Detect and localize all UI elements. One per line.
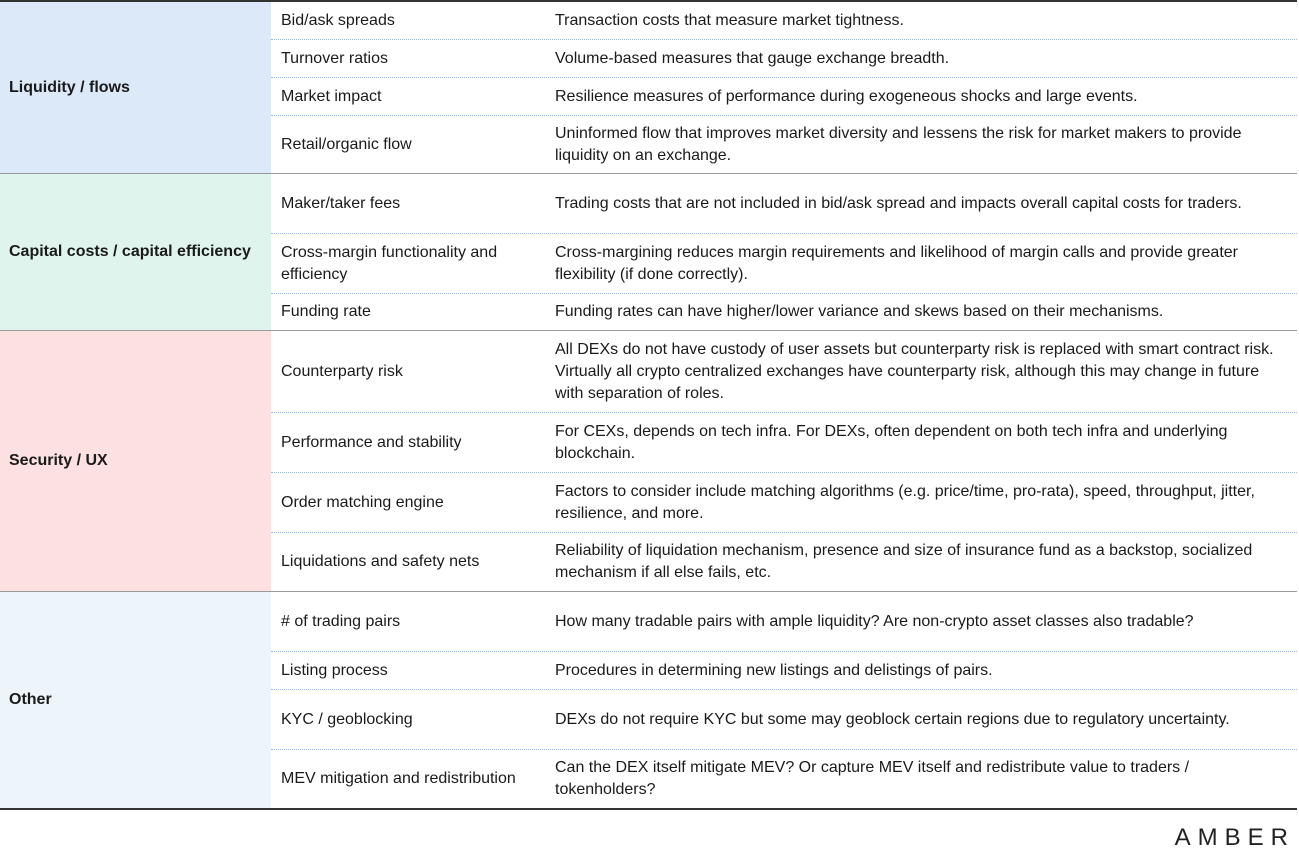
description-cell: Reliability of liquidation mechanism, pr… <box>555 542 1253 581</box>
table-row: Maker/taker fees Trading costs that are n… <box>271 174 1297 233</box>
metric-cell: Funding rate <box>281 303 371 320</box>
description-cell: DEXs do not require KYC but some may geo… <box>555 710 1230 728</box>
group: Capital costs / capital efficiency Maker/… <box>0 173 1297 330</box>
table-row: Listing process Procedures in determining… <box>271 651 1297 689</box>
metric-cell: Cross-margin functionality and efficienc… <box>281 243 498 283</box>
rows: Bid/ask spreads Transaction costs that me… <box>271 2 1297 173</box>
description-cell: Trading costs that are not included in b… <box>555 194 1242 212</box>
table: Liquidity / flows Bid/ask spreads Transact… <box>0 0 1297 810</box>
group: Liquidity / flows Bid/ask spreads Transact… <box>0 2 1297 173</box>
table-row: Funding rate Funding rates can have highe… <box>271 293 1297 330</box>
description-cell: Funding rates can have higher/lower vari… <box>555 303 1164 320</box>
description-cell: Procedures in determining new listings a… <box>555 661 993 679</box>
metric-cell: Order matching engine <box>281 493 444 511</box>
metric-cell: Counterparty risk <box>281 362 403 380</box>
metric-cell: Maker/taker fees <box>281 194 401 212</box>
group: Other # of trading pairs How many tradable… <box>0 591 1297 808</box>
metric-cell: KYC / geoblocking <box>281 710 413 728</box>
category-cell: Other <box>0 592 271 808</box>
logo: AMBER <box>1174 824 1295 851</box>
metric-cell: Bid/ask spreads <box>281 11 395 29</box>
metric-cell: Performance and stability <box>281 433 462 451</box>
category-cell: Security / UX <box>0 331 271 591</box>
table-row: Market impact Resilience measures of perf… <box>271 77 1297 115</box>
description-cell: For CEXs, depends on tech infra. For DEX… <box>555 422 1228 462</box>
metric-cell: # of trading pairs <box>281 612 401 630</box>
description-cell: Factors to consider include matching alg… <box>555 482 1255 522</box>
table-row: Counterparty risk All DEXs do not have cu… <box>271 331 1297 412</box>
table-row: MEV mitigation and redistribution Can the… <box>271 749 1297 808</box>
metric-cell: MEV mitigation and redistribution <box>281 770 516 787</box>
table-row: Turnover ratios Volume-based measures tha… <box>271 39 1297 77</box>
metric-cell: Retail/organic flow <box>281 135 412 153</box>
rows: Maker/taker fees Trading costs that are n… <box>271 174 1297 330</box>
table-row: Liquidations and safety nets Reliability … <box>271 532 1297 591</box>
table-row: Retail/organic flow Uninformed flow that … <box>271 115 1297 173</box>
rows: Counterparty risk All DEXs do not have cu… <box>271 331 1297 591</box>
description-cell: How many tradable pairs with ample liqui… <box>555 612 1194 630</box>
table-row: Order matching engine Factors to consider… <box>271 472 1297 532</box>
table-row: # of trading pairs How many tradable pair… <box>271 592 1297 651</box>
table-row: Cross-margin functionality and efficienc… <box>271 233 1297 293</box>
table-row: KYC / geoblocking DEXs do not require KYC… <box>271 689 1297 749</box>
metric-cell: Market impact <box>281 87 382 105</box>
description-cell: Cross-margining reduces margin requireme… <box>555 243 1238 283</box>
metric-cell: Listing process <box>281 661 388 679</box>
description-cell: Volume-based measures that gauge exchang… <box>555 49 950 67</box>
category-cell: Liquidity / flows <box>0 2 271 173</box>
metric-cell: Liquidations and safety nets <box>281 553 480 570</box>
description-cell: Uninformed flow that improves market div… <box>555 124 1242 164</box>
description-cell: Transaction costs that measure market ti… <box>555 11 904 29</box>
rows: # of trading pairs How many tradable pair… <box>271 592 1297 808</box>
description-cell: All DEXs do not have custody of user ass… <box>555 340 1274 402</box>
table-row: Bid/ask spreads Transaction costs that me… <box>271 2 1297 39</box>
category-cell: Capital costs / capital efficiency <box>0 174 271 330</box>
metric-cell: Turnover ratios <box>281 49 388 67</box>
description-cell: Resilience measures of performance durin… <box>555 87 1138 105</box>
group: Security / UX Counterparty risk All DEXs d… <box>0 330 1297 591</box>
description-cell: Can the DEX itself mitigate MEV? Or capt… <box>555 759 1190 798</box>
table-row: Performance and stability For CEXs, depen… <box>271 412 1297 472</box>
